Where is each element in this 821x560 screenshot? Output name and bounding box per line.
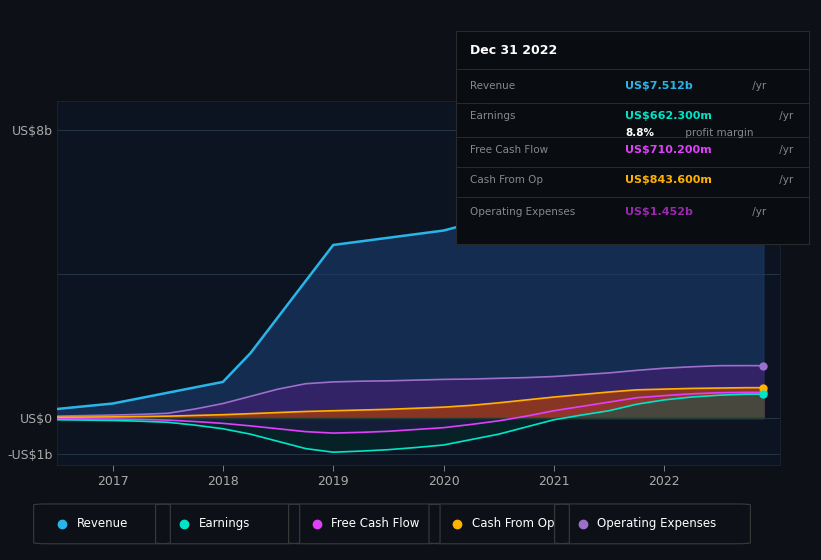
Text: Revenue: Revenue [76,517,128,530]
Text: Revenue: Revenue [470,81,515,91]
Text: /yr: /yr [750,207,767,217]
Text: Cash From Op: Cash From Op [470,175,543,185]
Text: US$1.452b: US$1.452b [625,207,693,217]
Text: /yr: /yr [750,81,767,91]
Text: Earnings: Earnings [470,111,516,121]
Text: Operating Expenses: Operating Expenses [598,517,717,530]
Text: US$7.512b: US$7.512b [625,81,693,91]
Text: /yr: /yr [776,145,793,155]
Text: US$843.600m: US$843.600m [625,175,712,185]
Text: Free Cash Flow: Free Cash Flow [470,145,548,155]
Text: profit margin: profit margin [682,128,754,138]
Text: US$710.200m: US$710.200m [625,145,712,155]
Text: /yr: /yr [776,111,793,121]
Text: Free Cash Flow: Free Cash Flow [332,517,420,530]
Text: 8.8%: 8.8% [625,128,654,138]
Text: /yr: /yr [776,175,793,185]
Text: Earnings: Earnings [199,517,250,530]
Text: US$662.300m: US$662.300m [625,111,712,121]
Text: Dec 31 2022: Dec 31 2022 [470,44,557,57]
Text: Operating Expenses: Operating Expenses [470,207,575,217]
Text: Cash From Op: Cash From Op [472,517,554,530]
